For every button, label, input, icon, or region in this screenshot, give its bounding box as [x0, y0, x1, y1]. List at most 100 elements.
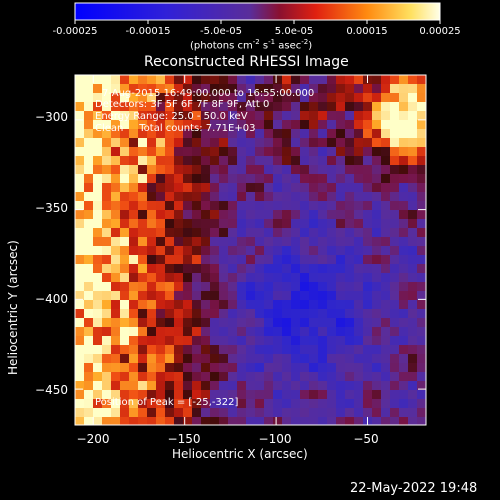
heatmap-cell	[273, 327, 283, 337]
heatmap-cell	[354, 93, 364, 103]
heatmap-cell	[192, 192, 202, 202]
heatmap-cell	[255, 327, 265, 337]
heatmap-cell	[237, 327, 247, 337]
heatmap-cell	[201, 246, 211, 256]
heatmap-cell	[255, 390, 265, 400]
heatmap-cell	[246, 318, 256, 328]
heatmap-cell	[183, 111, 193, 121]
heatmap-cell	[138, 174, 148, 184]
heatmap-cell	[408, 111, 418, 121]
heatmap-cell	[138, 201, 148, 211]
heatmap-cell	[111, 327, 121, 337]
heatmap-cell	[228, 246, 238, 256]
heatmap-cell	[192, 282, 202, 292]
heatmap-cell	[84, 282, 94, 292]
info-peak: Position of Peak = [-25,-322]	[95, 397, 239, 408]
heatmap-cell	[336, 291, 346, 301]
heatmap-cell	[120, 318, 130, 328]
heatmap-cell	[147, 201, 157, 211]
heatmap-cell	[201, 318, 211, 328]
heatmap-cell	[192, 102, 202, 112]
heatmap-cell	[354, 264, 364, 274]
heatmap-cell	[363, 282, 373, 292]
heatmap-cell	[390, 138, 400, 148]
heatmap-cell	[408, 237, 418, 247]
heatmap-cell	[363, 363, 373, 373]
heatmap-cell	[210, 93, 220, 103]
heatmap-cell	[390, 255, 400, 265]
heatmap-cell	[219, 372, 229, 382]
heatmap-cell	[300, 354, 310, 364]
heatmap-cell	[129, 75, 139, 85]
heatmap-cell	[327, 93, 337, 103]
heatmap-cell	[246, 399, 256, 409]
heatmap-cell	[354, 309, 364, 319]
heatmap-cell	[336, 363, 346, 373]
heatmap-cell	[336, 192, 346, 202]
heatmap-cell	[210, 345, 220, 355]
heatmap-cell	[390, 183, 400, 193]
heatmap-cell	[174, 399, 184, 409]
heatmap-cell	[345, 417, 355, 425]
heatmap-cell	[300, 111, 310, 121]
heatmap-cell	[381, 201, 391, 211]
heatmap-cell	[102, 93, 112, 103]
heatmap-cell	[102, 201, 112, 211]
heatmap-cell	[120, 183, 130, 193]
heatmap-cell	[156, 138, 166, 148]
heatmap-cell	[156, 102, 166, 112]
heatmap-cell	[399, 210, 409, 220]
heatmap-cell	[156, 363, 166, 373]
heatmap-cell	[300, 363, 310, 373]
heatmap-cell	[228, 201, 238, 211]
heatmap-cell	[264, 84, 274, 94]
heatmap-cell	[282, 291, 292, 301]
heatmap-cell	[75, 318, 85, 328]
heatmap-cell	[345, 147, 355, 157]
heatmap-cell	[228, 156, 238, 166]
heatmap-cell	[408, 273, 418, 283]
heatmap-cell	[237, 372, 247, 382]
heatmap-cell	[273, 138, 283, 148]
heatmap-cell	[129, 84, 139, 94]
heatmap-cell	[327, 84, 337, 94]
heatmap-cell	[291, 201, 301, 211]
heatmap-cell	[354, 327, 364, 337]
heatmap-cell	[354, 84, 364, 94]
heatmap-cell	[228, 93, 238, 103]
heatmap-cell	[336, 183, 346, 193]
heatmap-cell	[156, 291, 166, 301]
heatmap-cell	[93, 237, 103, 247]
heatmap-cell	[408, 363, 418, 373]
heatmap-cell	[336, 417, 346, 425]
heatmap-cell	[120, 102, 130, 112]
heatmap-cell	[309, 201, 319, 211]
heatmap-cell	[282, 390, 292, 400]
heatmap-cell	[102, 75, 112, 85]
heatmap-cell	[291, 291, 301, 301]
heatmap-cell	[381, 327, 391, 337]
heatmap-cell	[138, 282, 148, 292]
heatmap-cell	[399, 336, 409, 346]
heatmap-cell	[318, 156, 328, 166]
heatmap-cell	[156, 183, 166, 193]
heatmap-cell	[291, 183, 301, 193]
heatmap-cell	[75, 381, 85, 391]
heatmap-cell	[219, 219, 229, 229]
heatmap-cell	[84, 255, 94, 265]
heatmap-cell	[336, 93, 346, 103]
heatmap-cell	[273, 246, 283, 256]
heatmap-cell	[417, 75, 426, 85]
heatmap-cell	[372, 264, 382, 274]
heatmap-cell	[408, 327, 418, 337]
heatmap-cell	[399, 237, 409, 247]
heatmap-cell	[228, 282, 238, 292]
heatmap-cell	[345, 84, 355, 94]
heatmap-cell	[264, 165, 274, 175]
heatmap-cell	[210, 228, 220, 238]
heatmap-cell	[102, 237, 112, 247]
heatmap-cell	[93, 318, 103, 328]
heatmap-cell	[138, 300, 148, 310]
heatmap-cell	[237, 264, 247, 274]
heatmap-cell	[345, 120, 355, 130]
